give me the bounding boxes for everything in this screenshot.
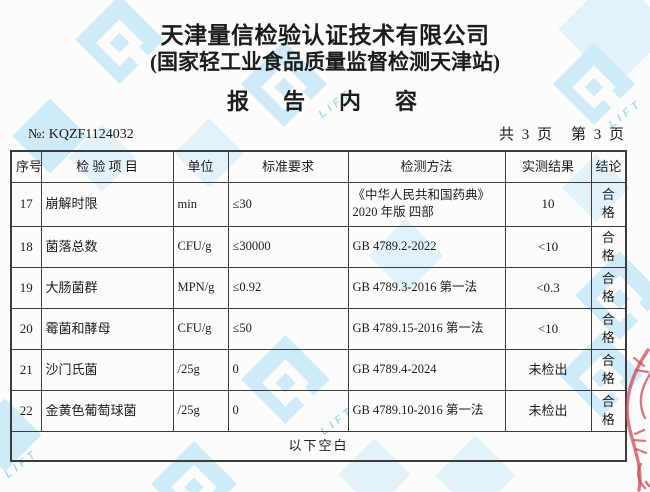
method-line: 2020 年版 四部	[352, 205, 434, 219]
table-row: 20 霉菌和酵母 CFU/g ≤50 GB 4789.15-2016 第一法 <…	[10, 307, 627, 350]
cell-item: 大肠菌群	[40, 266, 174, 309]
cell-no: 18	[10, 225, 42, 268]
table-row: 21 沙门氏菌 /25g 0 GB 4789.4-2024 未检出 合格	[10, 348, 627, 391]
cell-result: <10	[504, 225, 592, 268]
cell-unit: CFU/g	[172, 307, 229, 350]
report-title: 报 告 内 容	[226, 89, 423, 114]
table-row: 18 菌落总数 CFU/g ≤30000 GB 4789.2-2022 <10 …	[10, 225, 627, 268]
cell-method: 《中华人民共和国药典》 2020 年版 四部	[347, 181, 506, 227]
results-table: 序号 检 验 项 目 单位 标准要求 检测方法 实测结果 结论 17 崩解时限 …	[10, 150, 627, 462]
table-footer-row: 以下空白	[10, 430, 627, 462]
cell-unit: min	[172, 181, 229, 227]
table-row: 19 大肠菌群 MPN/g ≤0.92 GB 4789.3-2016 第一法 <…	[10, 266, 627, 309]
cell-result: <0.3	[504, 266, 592, 309]
cell-result: <10	[504, 307, 592, 350]
page-info: 共 3 页 第 3 页	[498, 127, 626, 143]
blank-note: 以下空白	[10, 430, 627, 462]
method-line: GB 4789.4-2024	[352, 362, 437, 377]
cell-conclusion: 合格	[590, 181, 627, 227]
col-header-conclusion: 结论	[590, 150, 627, 183]
cell-conclusion: 合格	[590, 307, 627, 350]
station-subtitle: (国家轻工业食品质量监督检测天津站)	[150, 50, 500, 74]
cell-no: 22	[10, 389, 42, 432]
cell-conclusion: 合格	[590, 348, 627, 391]
method-line: GB 4789.2-2022	[352, 239, 437, 254]
cell-standard: 0	[227, 348, 349, 391]
table-row: 22 金黄色葡萄球菌 /25g 0 GB 4789.10-2016 第一法 未检…	[10, 389, 627, 432]
method-line: GB 4789.15-2016 第一法	[352, 321, 484, 336]
cell-no: 21	[10, 348, 42, 391]
cell-item: 菌落总数	[40, 225, 174, 268]
cell-standard: ≤30000	[227, 225, 349, 268]
cell-result: 10	[504, 181, 592, 227]
cell-result: 未检出	[504, 389, 592, 432]
cell-item: 崩解时限	[40, 181, 174, 227]
method-line: GB 4789.3-2016 第一法	[352, 280, 478, 295]
cell-item: 金黄色葡萄球菌	[40, 389, 174, 432]
cell-method: GB 4789.3-2016 第一法	[347, 266, 506, 309]
cell-unit: CFU/g	[172, 225, 229, 268]
meta-row: №: KQZF1124032 共 3 页 第 3 页	[0, 127, 650, 147]
cell-method: GB 4789.10-2016 第一法	[347, 389, 506, 432]
col-header-item: 检 验 项 目	[40, 150, 174, 183]
cell-unit: /25g	[172, 348, 229, 391]
report-number: №: KQZF1124032	[28, 127, 134, 142]
cell-standard: 0	[227, 389, 349, 432]
cell-standard: ≤0.92	[227, 266, 349, 309]
cell-method: GB 4789.4-2024	[347, 348, 506, 391]
method-line: 《中华人民共和国药典》	[352, 188, 491, 203]
cell-no: 19	[10, 266, 42, 309]
table-row: 17 崩解时限 min ≤30 《中华人民共和国药典》 2020 年版 四部 1…	[10, 181, 627, 227]
cell-standard: ≤30	[227, 181, 349, 227]
cell-method: GB 4789.2-2022	[347, 225, 506, 268]
col-header-standard: 标准要求	[227, 150, 349, 183]
cell-conclusion: 合格	[590, 225, 627, 268]
cell-result: 未检出	[504, 348, 592, 391]
cell-no: 20	[10, 307, 42, 350]
cell-conclusion: 合格	[590, 389, 627, 432]
cell-unit: /25g	[172, 389, 229, 432]
col-header-method: 检测方法	[347, 150, 506, 183]
method-line: GB 4789.10-2016 第一法	[352, 403, 484, 418]
cell-item: 霉菌和酵母	[40, 307, 174, 350]
col-header-unit: 单位	[172, 150, 229, 183]
cell-standard: ≤50	[227, 307, 349, 350]
col-header-result: 实测结果	[504, 150, 592, 183]
cell-method: GB 4789.15-2016 第一法	[347, 307, 506, 350]
cell-conclusion: 合格	[590, 266, 627, 309]
cell-item: 沙门氏菌	[40, 348, 174, 391]
cell-unit: MPN/g	[172, 266, 229, 309]
table-header-row: 序号 检 验 项 目 单位 标准要求 检测方法 实测结果 结论	[10, 150, 627, 183]
col-header-no: 序号	[10, 150, 42, 183]
company-name: 天津量信检验认证技术有限公司	[160, 23, 490, 48]
cell-no: 17	[10, 181, 42, 227]
